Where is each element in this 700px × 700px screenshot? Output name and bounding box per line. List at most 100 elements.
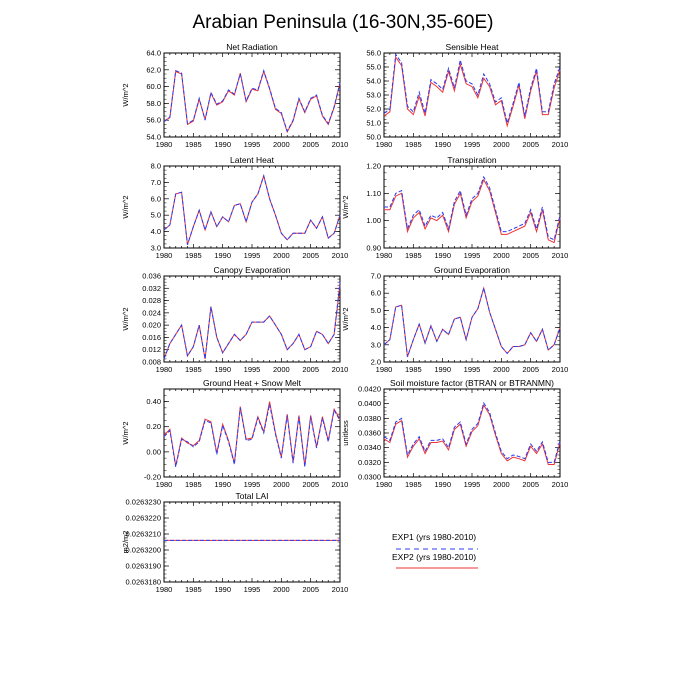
x-tick-label: 1990 bbox=[214, 585, 231, 594]
x-tick-label: 1990 bbox=[214, 251, 231, 260]
x-tick-label: 1990 bbox=[434, 251, 451, 260]
x-tick-label: 1990 bbox=[434, 480, 451, 489]
chart-panel: Ground Heat + Snow Melt W/m^2 1980 1985 1990… bbox=[121, 378, 348, 489]
y-tick-label: 0.0380 bbox=[358, 414, 381, 423]
x-tick-label: 2005 bbox=[302, 365, 319, 374]
plot-frame bbox=[383, 52, 561, 138]
x-tick-label: 2010 bbox=[552, 140, 569, 149]
series-line-exp2 bbox=[163, 401, 341, 466]
x-tick-label: 1985 bbox=[405, 251, 422, 260]
x-tick-label: 1985 bbox=[185, 365, 202, 374]
y-tick-label: 0.0420 bbox=[358, 385, 381, 394]
y-tick-label: -0.20 bbox=[144, 473, 161, 482]
series-line-exp1 bbox=[383, 53, 561, 125]
y-tick-label: 62.0 bbox=[146, 65, 161, 74]
chart-panel: Canopy Evaporation W/m^2 1980 1985 1990 1995 2… bbox=[121, 265, 348, 374]
x-tick-label: 1995 bbox=[464, 365, 481, 374]
x-tick-label: 1995 bbox=[244, 365, 261, 374]
x-tick-label: 2000 bbox=[273, 365, 290, 374]
x-tick-label: 1985 bbox=[185, 480, 202, 489]
y-tick-label: 0.00 bbox=[146, 447, 161, 456]
y-tick-label: 55.0 bbox=[366, 63, 381, 72]
panel-title: Total LAI bbox=[235, 491, 268, 501]
y-tick-label: 0.0400 bbox=[358, 399, 381, 408]
x-tick-label: 1995 bbox=[244, 585, 261, 594]
x-tick-label: 1995 bbox=[244, 140, 261, 149]
y-tick-label: 0.40 bbox=[146, 397, 161, 406]
x-tick-label: 1985 bbox=[185, 140, 202, 149]
x-tick-label: 1980 bbox=[156, 251, 173, 260]
x-tick-label: 1995 bbox=[464, 140, 481, 149]
series-line-exp1 bbox=[383, 286, 561, 358]
x-tick-label: 2005 bbox=[522, 251, 539, 260]
plot-frame bbox=[383, 165, 561, 249]
y-tick-label: 0.0263190 bbox=[126, 562, 161, 571]
series-line-exp2 bbox=[384, 178, 561, 244]
y-tick-label: 50.0 bbox=[366, 133, 381, 142]
y-tick-label: 0.016 bbox=[142, 333, 161, 342]
y-tick-label: 8.0 bbox=[151, 162, 161, 171]
x-tick-label: 2010 bbox=[332, 140, 349, 149]
series-line-exp1 bbox=[163, 282, 341, 360]
y-tick-label: 5.0 bbox=[151, 211, 161, 220]
x-tick-label: 1980 bbox=[376, 251, 393, 260]
panel-title: Canopy Evaporation bbox=[213, 265, 290, 275]
x-tick-label: 2010 bbox=[332, 251, 349, 260]
x-tick-label: 2000 bbox=[273, 480, 290, 489]
panel-title: Ground Evaporation bbox=[434, 265, 510, 275]
y-tick-label: 0.0263180 bbox=[126, 578, 161, 587]
x-tick-label: 2000 bbox=[493, 140, 510, 149]
y-tick-label: 0.0300 bbox=[358, 473, 381, 482]
y-tick-label: 3.0 bbox=[371, 340, 381, 349]
plot-frame bbox=[163, 501, 341, 583]
x-tick-label: 1985 bbox=[405, 480, 422, 489]
x-tick-label: 1995 bbox=[464, 251, 481, 260]
x-tick-label: 1990 bbox=[214, 140, 231, 149]
legend: EXP1 (yrs 1980-2010) EXP2 (yrs 1980-2010… bbox=[392, 532, 478, 569]
x-tick-label: 1980 bbox=[156, 585, 173, 594]
y-tick-label: 6.0 bbox=[151, 194, 161, 203]
panel-title: Transpiration bbox=[447, 155, 497, 165]
chart-panel: Soil moisture factor (BTRAN or BTRANMN) u… bbox=[341, 378, 568, 489]
series-line-exp1 bbox=[383, 401, 561, 463]
chart-panel: Transpiration W/m^2 1980 1985 1990 1995 2000 20… bbox=[341, 155, 568, 260]
x-tick-label: 1990 bbox=[434, 365, 451, 374]
x-tick-label: 2005 bbox=[302, 585, 319, 594]
chart-panel: Latent Heat W/m^2 1980 1985 1990 1995 2000 2005… bbox=[121, 155, 348, 260]
x-tick-label: 2005 bbox=[302, 480, 319, 489]
chart-panel: Total LAI m2/m2 1980 1985 1990 1995 2000 2005 20… bbox=[121, 491, 348, 594]
panel-title: Latent Heat bbox=[230, 155, 275, 165]
x-tick-label: 2000 bbox=[493, 251, 510, 260]
y-tick-label: 0.0360 bbox=[358, 429, 381, 438]
x-tick-label: 1995 bbox=[244, 251, 261, 260]
series-line-exp1 bbox=[384, 175, 561, 241]
plot-frame bbox=[163, 52, 341, 138]
series-line-exp1 bbox=[163, 174, 341, 245]
y-axis-label: W/m^2 bbox=[121, 421, 130, 444]
y-tick-label: 0.0263220 bbox=[126, 514, 161, 523]
y-tick-label: 56.0 bbox=[366, 49, 381, 58]
x-tick-label: 2010 bbox=[552, 365, 569, 374]
x-tick-label: 2010 bbox=[552, 251, 569, 260]
y-tick-label: 0.012 bbox=[142, 345, 161, 354]
y-axis-label: m2/m2 bbox=[121, 531, 130, 554]
x-tick-label: 1995 bbox=[244, 480, 261, 489]
x-tick-label: 2010 bbox=[552, 480, 569, 489]
series-line-exp2 bbox=[383, 286, 561, 358]
y-tick-label: 64.0 bbox=[146, 49, 161, 58]
x-tick-label: 2000 bbox=[493, 480, 510, 489]
x-tick-label: 2005 bbox=[522, 365, 539, 374]
y-tick-label: 0.0263200 bbox=[126, 546, 161, 555]
x-tick-label: 2000 bbox=[273, 251, 290, 260]
panel-title: Net Radiation bbox=[226, 42, 278, 52]
y-tick-label: 7.0 bbox=[371, 272, 381, 281]
y-tick-label: 0.020 bbox=[142, 321, 161, 330]
plot-frame bbox=[163, 275, 341, 363]
x-tick-label: 1980 bbox=[376, 365, 393, 374]
x-tick-label: 1990 bbox=[214, 480, 231, 489]
series-line-exp2 bbox=[383, 403, 561, 466]
legend-label-exp2: EXP2 (yrs 1980-2010) bbox=[392, 552, 476, 562]
y-tick-label: 1.10 bbox=[366, 189, 381, 198]
x-tick-label: 1980 bbox=[156, 140, 173, 149]
